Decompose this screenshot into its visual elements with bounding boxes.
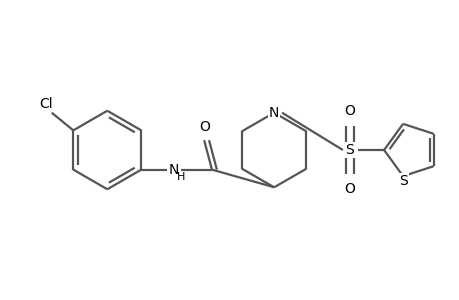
Text: S: S — [398, 174, 407, 188]
Text: O: O — [199, 120, 210, 134]
Text: N: N — [269, 106, 279, 120]
Text: N: N — [168, 163, 179, 177]
Text: O: O — [343, 182, 354, 196]
Text: H: H — [177, 172, 185, 182]
Text: Cl: Cl — [39, 97, 52, 111]
Text: O: O — [343, 104, 354, 118]
Text: S: S — [345, 143, 353, 157]
